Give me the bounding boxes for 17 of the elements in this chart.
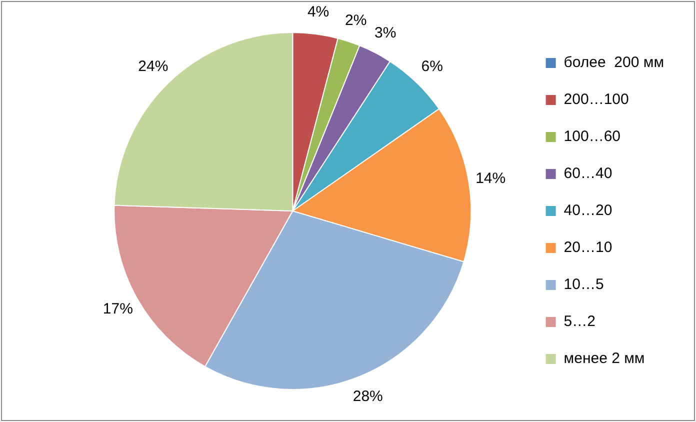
legend-label: 5…2 <box>564 313 596 330</box>
legend-label: 20…10 <box>564 239 612 256</box>
legend-label: 100…60 <box>564 128 621 146</box>
data-label: 4% <box>307 3 330 20</box>
data-label: 28% <box>352 388 383 405</box>
data-label: 2% <box>344 12 367 29</box>
legend-label: 60…40 <box>564 165 612 182</box>
legend-label: 200…100 <box>564 91 629 108</box>
data-label: 17% <box>102 300 133 318</box>
legend-label: 10…5 <box>564 276 604 294</box>
data-label: 24% <box>138 58 168 76</box>
data-label: 6% <box>421 58 443 76</box>
legend-label: 40…20 <box>564 202 612 220</box>
legend-label: менее 2 мм <box>564 350 645 368</box>
legend-label: более 200 мм <box>564 54 664 72</box>
data-label: 3% <box>374 24 396 42</box>
data-label: 14% <box>476 170 506 188</box>
